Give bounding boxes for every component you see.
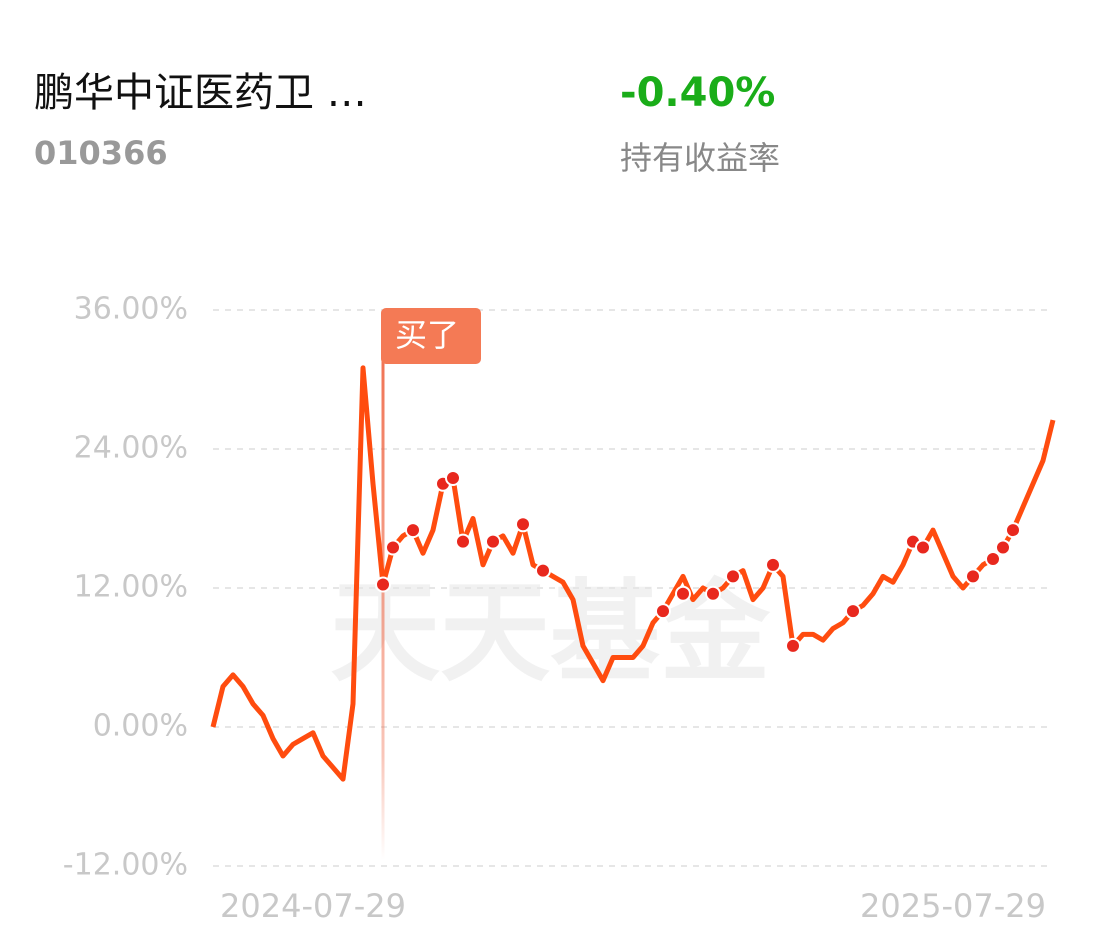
buy-tag <box>381 308 481 364</box>
trade-dot <box>785 637 801 654</box>
trade-dot <box>725 568 741 585</box>
trade-dot <box>485 533 501 550</box>
buy-line <box>381 340 385 860</box>
y-tick-label: 0.00% <box>93 709 188 744</box>
trade-dot <box>445 469 461 486</box>
trade-dot <box>385 539 401 556</box>
trade-dot <box>985 551 1001 568</box>
y-tick-label: 24.00% <box>74 431 188 466</box>
trade-dot <box>765 556 781 573</box>
trade-dot <box>675 585 691 602</box>
trade-dot <box>655 603 671 620</box>
fund-code: 010366 <box>34 134 168 172</box>
trade-dot <box>705 585 721 602</box>
return-label: 持有收益率 <box>620 139 780 177</box>
trade-dot <box>915 539 931 556</box>
trade-dot <box>405 522 421 539</box>
trade-dot <box>375 576 391 593</box>
fund-name: 鹏华中证医药卫 … <box>34 70 367 116</box>
x-tick-label: 2024-07-29 <box>220 887 406 925</box>
trade-dot <box>515 516 531 533</box>
x-tick-label: 2025-07-29 <box>860 887 1046 925</box>
watermark: 天天基金 <box>330 568 771 696</box>
holding-return: -0.40% <box>620 70 775 116</box>
y-tick-label: 36.00% <box>74 292 188 327</box>
y-tick-label: 12.00% <box>74 570 188 605</box>
trade-dot <box>845 603 861 620</box>
trade-dot <box>535 562 551 579</box>
buy-tag-text: 买了 <box>395 316 459 354</box>
y-tick-label: -12.00% <box>63 848 188 883</box>
trade-dot <box>995 539 1011 556</box>
chart: 天天基金 -12.00% 0.00% 12.00% 24.00% 36.00% 2024-0… <box>63 292 1056 925</box>
trade-dot <box>455 533 471 550</box>
trade-dot <box>965 568 981 585</box>
trade-dot <box>1005 522 1021 539</box>
